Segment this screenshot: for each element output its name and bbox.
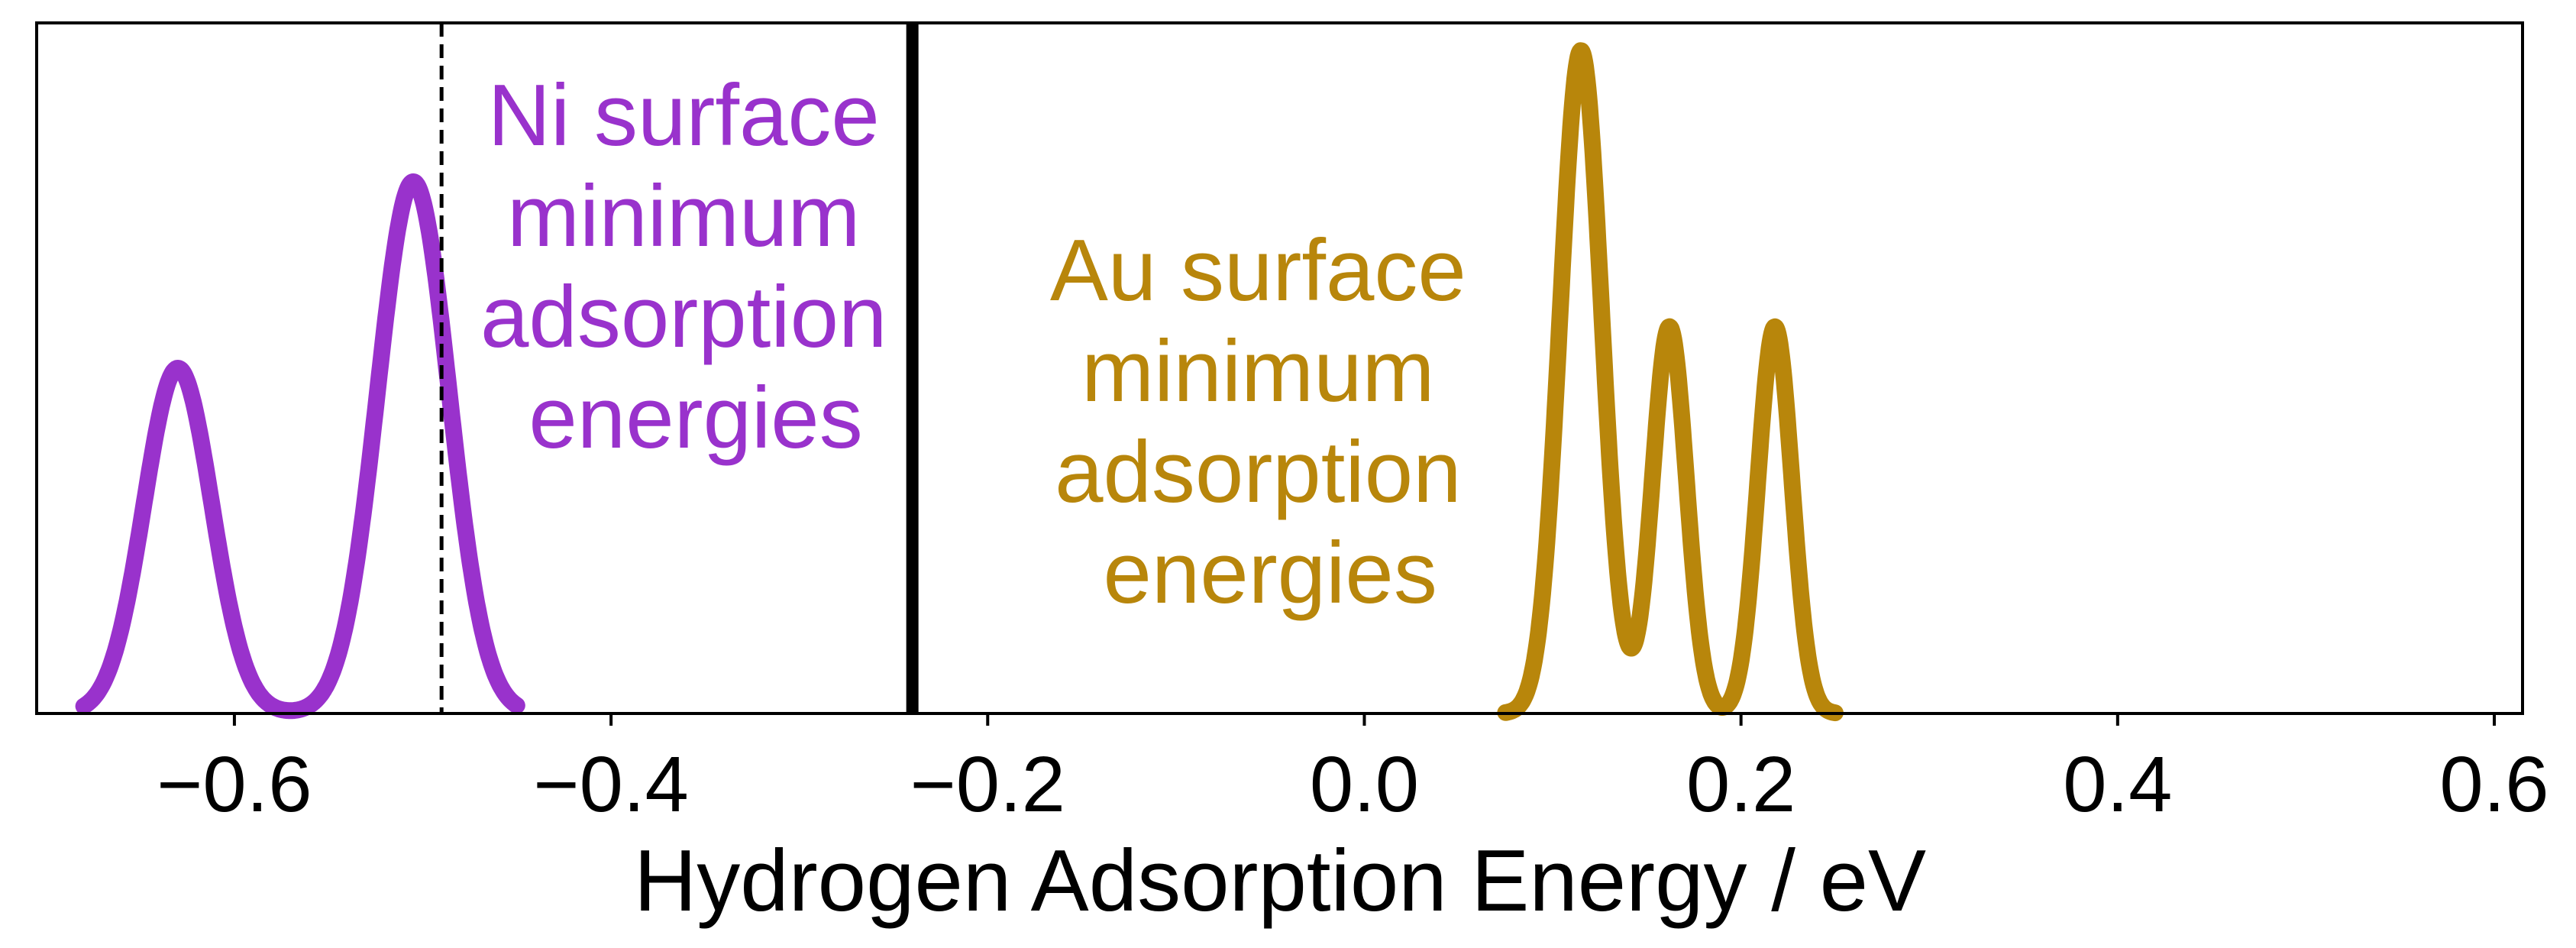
x-tick-label: −0.6 [157,740,312,828]
ni-annotation: Ni surface minimum adsorption energies [480,67,911,467]
x-tick-label: 0.6 [2439,740,2549,828]
x-tick-label: 0.2 [1686,740,1795,828]
au-annotation: Au surface minimum adsorption energies [1050,222,1491,622]
x-tick-label: −0.2 [910,740,1065,828]
reference-lines [439,23,919,713]
density-curves [75,42,1844,722]
series-line-1 [1497,42,1844,722]
au-annotation-line: Au surface [1050,222,1466,319]
ni-annotation-line: energies [528,370,862,467]
x-tick-label: 0.0 [1310,740,1419,828]
x-tick-label: 0.4 [2063,740,2172,828]
ni-annotation-line: Ni surface [488,67,880,164]
x-tick-label: −0.4 [533,740,688,828]
au-annotation-line: minimum [1081,323,1434,420]
annotations: Ni surface minimum adsorption energies A… [480,67,1491,622]
au-annotation-line: adsorption [1055,424,1461,521]
ni-annotation-line: minimum [507,168,860,265]
ni-annotation-line: adsorption [480,269,887,366]
plot-frame [35,21,2524,715]
au-annotation-line: energies [1104,525,1437,622]
x-axis-ticks: −0.6 −0.4 −0.2 0.0 0.2 0.4 0.6 [157,713,2549,828]
x-axis-label: Hydrogen Adsorption Energy / eV [634,833,1926,930]
series-line-0 [75,173,525,720]
